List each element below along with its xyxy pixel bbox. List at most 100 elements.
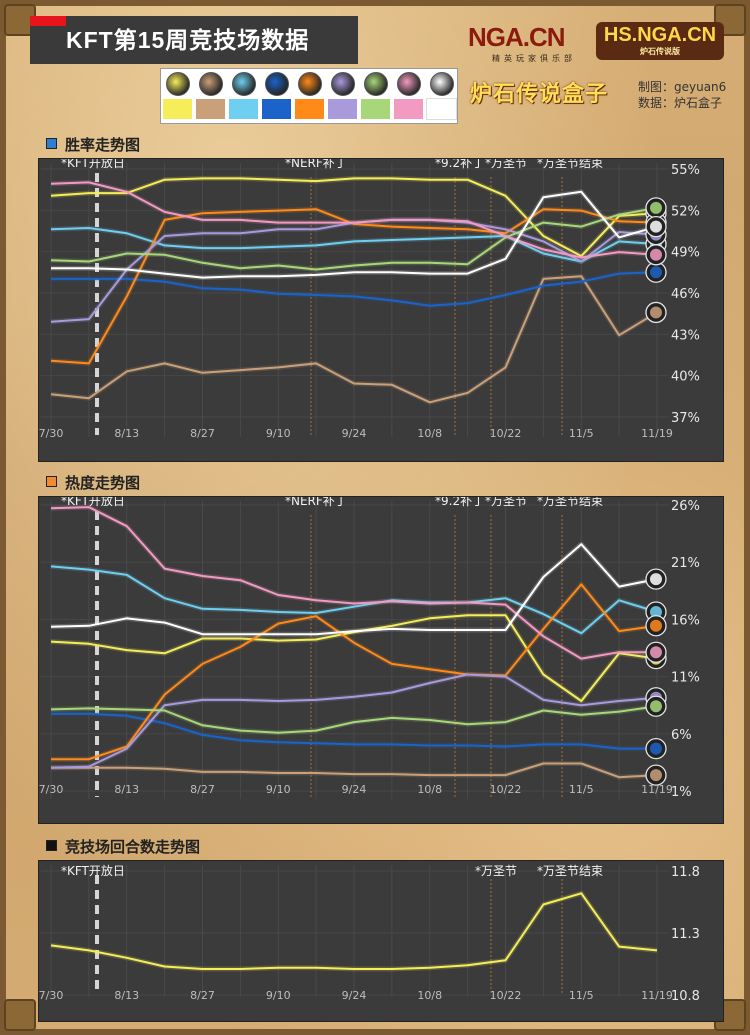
event-annotation: *万圣节结束 bbox=[537, 497, 603, 508]
chart-svg: 55% 52% 49% 46% 43% 40% 37% 7/30 8/13 8/27 9/10 9/2… bbox=[39, 159, 700, 440]
event-annotation: *9.2补丁 bbox=[435, 159, 484, 170]
popularity-section-marker bbox=[46, 476, 57, 487]
legend-color-swatch bbox=[229, 99, 258, 119]
legend-color-swatch bbox=[361, 99, 390, 119]
x-tick-label: 11/19 bbox=[641, 427, 673, 440]
series-line bbox=[51, 583, 658, 761]
rounds-section-marker bbox=[46, 840, 57, 851]
hs-logo-text: HS.NGA.CN bbox=[603, 24, 717, 46]
rounds-section-title: 竞技场回合数走势图 bbox=[46, 836, 200, 857]
y-tick-label: 40% bbox=[671, 370, 700, 385]
y-tick-label: 43% bbox=[671, 328, 700, 343]
nga-logo-text: NGA.CN bbox=[468, 22, 566, 52]
winrate-section-title: 胜率走势图 bbox=[46, 134, 140, 155]
chart-svg: 26% 21% 16% 11% 6% 1% 7/30 8/13 8/27 9/10 9/24 10/8… bbox=[39, 497, 700, 800]
warrior-icon bbox=[430, 72, 454, 96]
hs-logo-subtext: 炉石传说版 bbox=[640, 47, 680, 56]
legend-entry bbox=[161, 69, 194, 123]
series-end-icon-fill bbox=[650, 605, 662, 618]
popularity-chart-title: 热度走势图 bbox=[65, 474, 141, 492]
series-line bbox=[51, 762, 658, 779]
legend-color-swatch bbox=[295, 99, 324, 119]
y-tick-label: 37% bbox=[671, 411, 700, 426]
event-annotation: *万圣节结束 bbox=[537, 864, 603, 878]
y-tick-label: 6% bbox=[671, 728, 692, 743]
series-end-icon-fill bbox=[650, 646, 662, 659]
x-tick-label: 10/8 bbox=[417, 989, 442, 1002]
event-annotation: *9.2补丁 bbox=[435, 497, 484, 508]
rogue-icon bbox=[199, 72, 223, 96]
x-tick-label: 8/13 bbox=[114, 783, 139, 796]
popularity-chart: 26% 21% 16% 11% 6% 1% 7/30 8/13 8/27 9/10 9/24 10/8… bbox=[38, 496, 724, 824]
x-tick-label: 10/8 bbox=[417, 427, 442, 440]
y-tick-label: 26% bbox=[671, 499, 700, 514]
class-legend bbox=[160, 68, 458, 124]
y-tick-label: 11.8 bbox=[671, 865, 700, 880]
x-tick-label: 8/27 bbox=[190, 783, 215, 796]
rounds-chart-title: 竞技场回合数走势图 bbox=[65, 838, 201, 856]
series-end-icon-fill bbox=[650, 700, 662, 713]
series-line bbox=[51, 190, 658, 279]
hsbox-logo: 炉石传说盒子 bbox=[470, 81, 609, 107]
hs-nga-logo: HS.NGA.CN 炉石传说版 bbox=[596, 22, 724, 60]
legend-color-swatch bbox=[262, 99, 291, 119]
event-annotation: *KFT开放日 bbox=[61, 497, 125, 508]
series-line bbox=[50, 181, 658, 259]
y-tick-label: 21% bbox=[671, 556, 700, 571]
x-tick-label: 7/30 bbox=[39, 783, 63, 796]
legend-entry bbox=[326, 69, 359, 123]
series-end-icon-fill bbox=[650, 266, 662, 279]
x-tick-label: 10/22 bbox=[490, 427, 522, 440]
legend-entry bbox=[293, 69, 326, 123]
rounds-chart: 11.8 11.3 10.8 7/30 8/13 8/27 9/10 9/24 10/8 10/2… bbox=[38, 860, 724, 1022]
credit-data: 数据：炉石盒子 bbox=[638, 96, 723, 110]
hunter-icon bbox=[364, 72, 388, 96]
x-tick-label: 9/10 bbox=[266, 427, 291, 440]
event-annotation: *NERF补丁 bbox=[285, 497, 347, 508]
x-tick-label: 10/22 bbox=[490, 989, 522, 1002]
y-tick-label: 16% bbox=[671, 613, 700, 628]
series-end-icon-fill bbox=[650, 248, 662, 261]
credit-maker: 制图：geyuan6 bbox=[638, 80, 727, 94]
y-tick-label: 11% bbox=[671, 671, 700, 686]
legend-entry bbox=[260, 69, 293, 123]
series-line bbox=[50, 506, 657, 660]
mage-icon bbox=[232, 72, 256, 96]
series-end-icon-fill bbox=[650, 573, 662, 586]
series-line bbox=[50, 208, 658, 365]
page-title: KFT第15周竞技场数据 bbox=[30, 16, 358, 64]
series-end-icon-fill bbox=[650, 201, 662, 214]
y-tick-label: 52% bbox=[671, 204, 700, 219]
paladin-icon bbox=[397, 72, 421, 96]
series-line bbox=[50, 206, 658, 271]
legend-entry bbox=[194, 69, 227, 123]
series-line bbox=[50, 673, 658, 769]
series-line bbox=[50, 275, 658, 404]
x-tick-label: 11/5 bbox=[569, 783, 594, 796]
y-tick-label: 55% bbox=[671, 163, 700, 178]
x-tick-label: 11/5 bbox=[569, 427, 594, 440]
legend-entry bbox=[392, 69, 425, 123]
y-tick-label: 49% bbox=[671, 246, 700, 261]
corner-ornament bbox=[714, 4, 746, 36]
y-tick-label: 10.8 bbox=[671, 989, 700, 1004]
x-tick-label: 10/8 bbox=[417, 783, 442, 796]
series-end-icon-fill bbox=[650, 769, 662, 782]
series-line bbox=[50, 177, 658, 258]
event-annotation: *NERF补丁 bbox=[285, 159, 347, 170]
winrate-chart: 55% 52% 49% 46% 43% 40% 37% 7/30 8/13 8/27 9/10 9/2… bbox=[38, 158, 724, 462]
series-line bbox=[50, 227, 658, 263]
x-tick-label: 10/22 bbox=[490, 783, 522, 796]
y-tick-label: 11.3 bbox=[671, 927, 700, 942]
legend-color-swatch bbox=[163, 99, 192, 119]
chart-svg: 11.8 11.3 10.8 7/30 8/13 8/27 9/10 9/24 10/8 10/2… bbox=[39, 863, 700, 1004]
nga-logo-subtext: 精英玩家俱乐部 bbox=[492, 54, 576, 63]
x-tick-label: 11/19 bbox=[641, 989, 673, 1002]
x-tick-label: 11/19 bbox=[641, 783, 673, 796]
warlock-icon bbox=[265, 72, 289, 96]
x-tick-label: 8/27 bbox=[190, 989, 215, 1002]
series-line bbox=[50, 705, 658, 734]
x-tick-label: 9/24 bbox=[342, 989, 367, 1002]
x-tick-label: 9/10 bbox=[266, 989, 291, 1002]
series-end-icon-fill bbox=[650, 619, 662, 632]
